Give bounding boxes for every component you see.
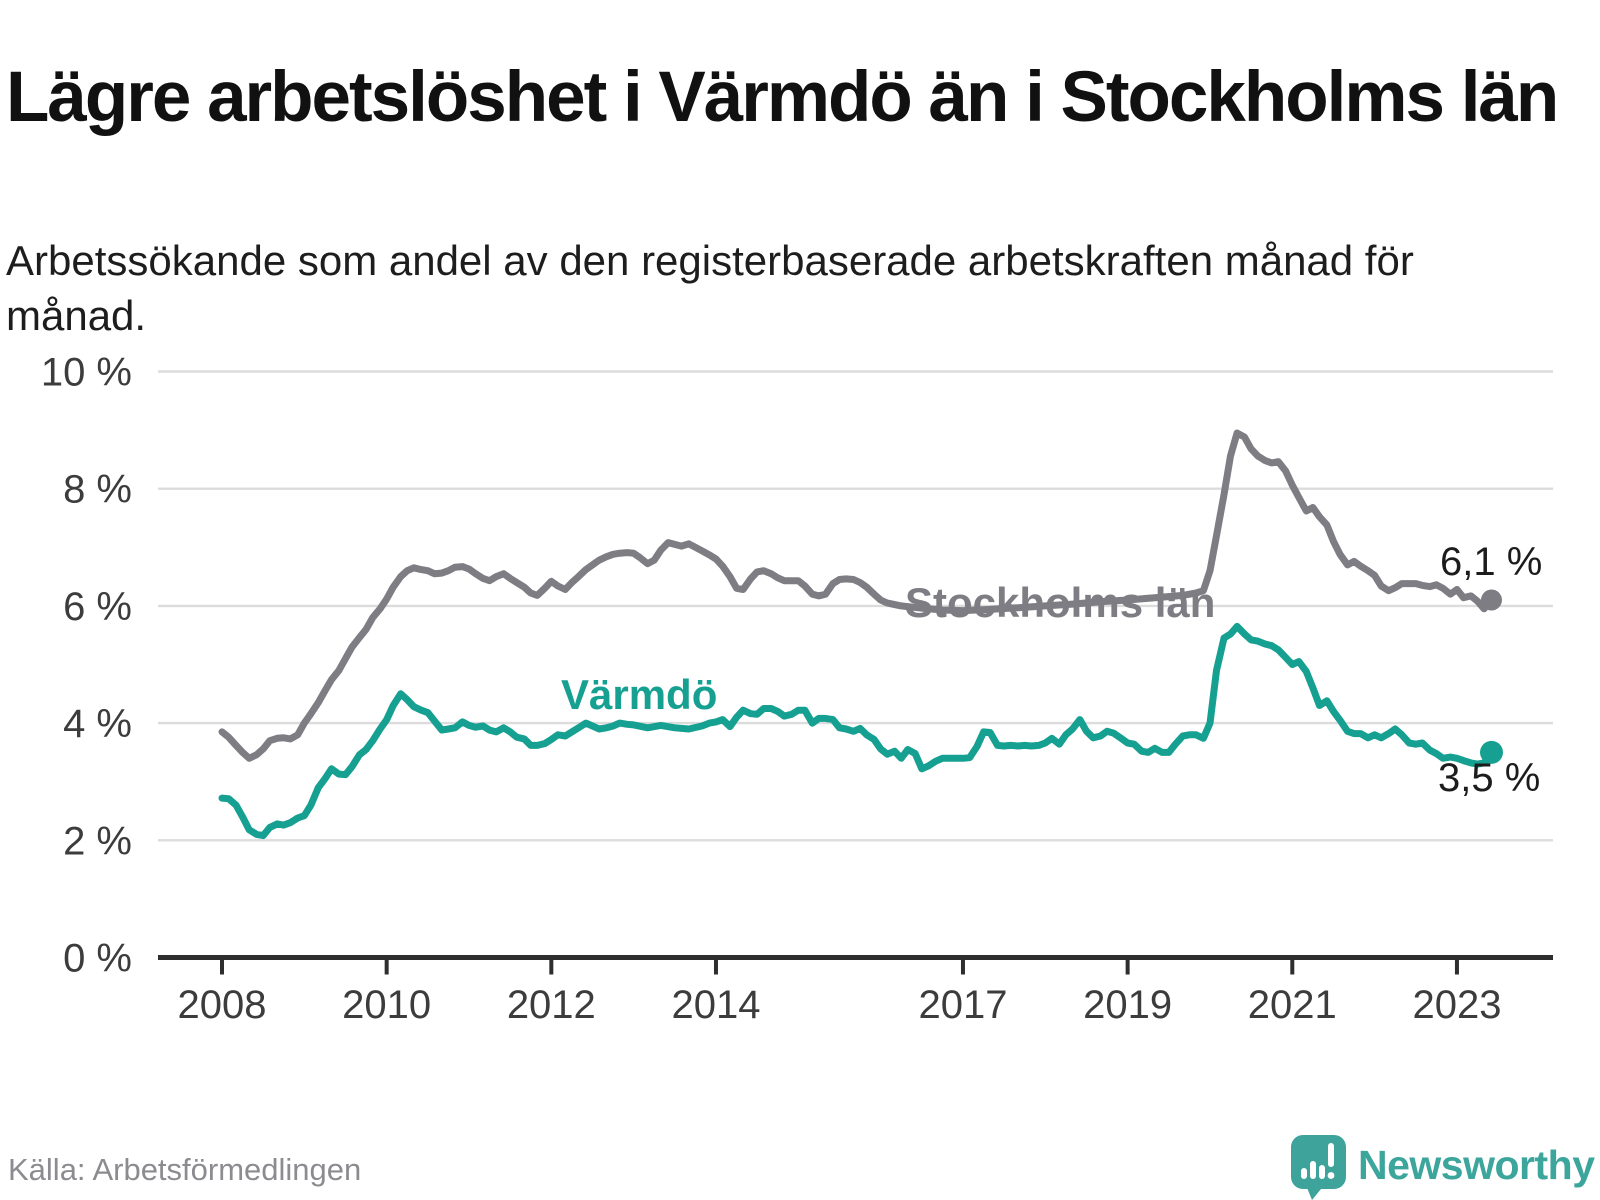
- end-value-label-stockholms-lan: 6,1 %: [1440, 540, 1543, 584]
- x-axis-label-2023: 2023: [1412, 983, 1501, 1027]
- brand-name: Newsworthy: [1358, 1142, 1595, 1188]
- series-label-varmdo: Värmdö: [561, 671, 718, 718]
- speech-bubble-shape: [1291, 1135, 1346, 1200]
- end-dot-stockholms-lan: [1481, 589, 1502, 611]
- end-value-label-varmdo: 3,5 %: [1438, 756, 1541, 800]
- y-axis-label-4pct: 4 %: [63, 702, 132, 746]
- end-dot-varmdo: [1480, 740, 1503, 764]
- series-line-stockholms-lan: [218, 429, 1495, 762]
- series-label-stockholms-lan: Stockholms län: [905, 579, 1216, 626]
- y-axis-label-10pct: 10 %: [41, 351, 132, 395]
- x-axis-label-2008: 2008: [178, 983, 267, 1027]
- y-axis-label-8pct: 8 %: [63, 468, 132, 512]
- x-axis-label-2010: 2010: [342, 983, 431, 1027]
- y-axis-label-0pct: 0 %: [63, 937, 132, 981]
- x-axis-label-2014: 2014: [671, 983, 760, 1027]
- brand-lockup: Newsworthy: [1290, 1134, 1595, 1200]
- exclamation-dot: [1327, 1172, 1335, 1179]
- source-note: Källa: Arbetsförmedlingen: [8, 1152, 362, 1187]
- x-axis-label-2017: 2017: [918, 983, 1007, 1027]
- x-axis-label-2019: 2019: [1083, 983, 1172, 1027]
- series-line-varmdo: [218, 622, 1495, 840]
- page-subtitle: Arbetssökande som andel av den registerb…: [6, 237, 1414, 339]
- x-axis-label-2012: 2012: [507, 983, 596, 1027]
- x-axis-label-2021: 2021: [1248, 983, 1337, 1027]
- y-axis-label-6pct: 6 %: [63, 585, 132, 629]
- page-title: Lägre arbetslöshet i Värmdö än i Stockho…: [6, 57, 1559, 137]
- newsworthy-logo-icon: [1291, 1135, 1346, 1200]
- y-axis-label-2pct: 2 %: [63, 819, 132, 863]
- exclamation-bar: [1328, 1143, 1334, 1167]
- bar-chart-bar-2: [1310, 1161, 1316, 1179]
- bar-chart-bar-1: [1301, 1168, 1307, 1179]
- bar-chart-bar-3: [1319, 1165, 1325, 1179]
